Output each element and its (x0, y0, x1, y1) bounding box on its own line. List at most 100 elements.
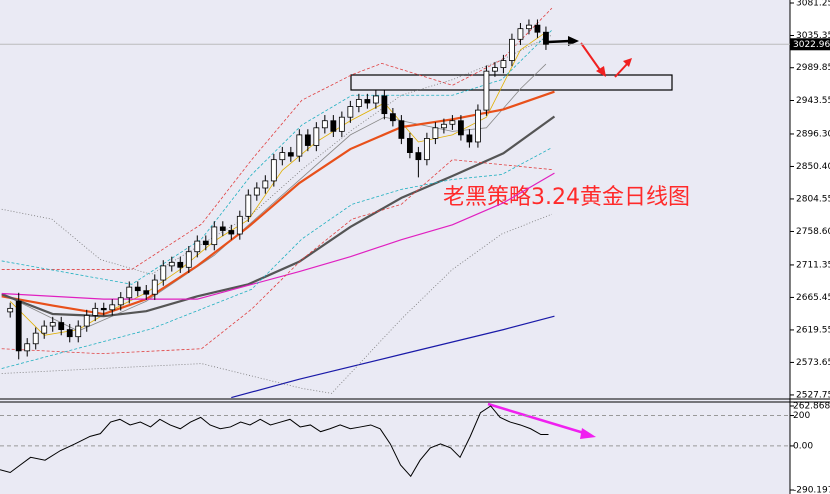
candle-body (338, 116, 345, 132)
candle-body (270, 159, 277, 182)
candle-body (32, 332, 39, 345)
candle-body (202, 240, 209, 246)
candle-body (177, 261, 184, 268)
y-tick-label: 2711.35 (796, 260, 830, 270)
candle-body (211, 226, 218, 246)
y-tick-label: 2665.45 (796, 293, 830, 303)
indicator-line (1, 213, 553, 394)
candle-body (75, 325, 82, 338)
candle-body (160, 265, 167, 281)
y-tick-label: 2758.60 (796, 227, 830, 237)
arrow (487, 402, 585, 435)
sub-y-tick-label: 262.8686 (793, 402, 830, 412)
arrow (580, 42, 601, 71)
candle-body (262, 180, 269, 189)
candle-body (406, 138, 413, 153)
candle-body (355, 99, 362, 107)
candle-body (330, 120, 337, 132)
plot-area (0, 7, 790, 399)
candle-body (458, 120, 464, 136)
indicator-line (1, 172, 555, 300)
y-tick-label: 2989.85 (796, 63, 830, 73)
candle-body (398, 120, 405, 139)
candle-body (66, 329, 73, 338)
candle-body (58, 322, 65, 331)
candle-body (440, 123, 447, 129)
candle-body (41, 325, 48, 334)
indicator-line (1, 34, 553, 275)
y-tick-label: 2896.30 (796, 129, 830, 139)
arrow-head (568, 36, 579, 46)
arrow-head (623, 58, 632, 67)
candle-body (236, 215, 243, 235)
candle-body (543, 31, 549, 45)
arrows (487, 36, 632, 439)
indicator-line (1, 159, 552, 355)
candle-body (143, 290, 150, 295)
candle-body (185, 251, 192, 268)
candle-body (7, 307, 14, 313)
sub-y-tick-label: 0.00 (793, 441, 813, 451)
candle-body (228, 230, 235, 235)
candle-body (296, 134, 303, 157)
candle-body (415, 152, 422, 161)
candle-body (194, 240, 201, 253)
y-tick-label: 2850.40 (796, 162, 830, 172)
candle-body (168, 261, 175, 267)
candle-body (83, 315, 90, 327)
arrow (547, 39, 571, 44)
candle-body (466, 134, 473, 143)
annotation: 老黑策略3.24黄金日线图 (443, 185, 690, 210)
candle-body (100, 307, 107, 311)
range-box (350, 74, 673, 91)
candle-body (492, 67, 498, 72)
candle-body (423, 138, 430, 161)
candle-body (321, 120, 328, 129)
candle-body (134, 286, 141, 292)
candle-body (534, 24, 541, 33)
candle-body (15, 300, 22, 352)
price-tag-label: 3022.96 (793, 40, 830, 50)
indicator-line (1, 29, 553, 285)
candle-body (245, 194, 252, 217)
candle-body (509, 38, 515, 61)
candle-body (117, 297, 124, 306)
indicator-line (1, 147, 553, 369)
candle-body (449, 120, 456, 125)
sub-y-tick-label: 200 (793, 411, 810, 421)
candle-body (151, 279, 158, 295)
candle-body (389, 113, 396, 122)
candle-body (517, 28, 524, 40)
candle-body (253, 187, 260, 196)
candle-body (304, 134, 311, 146)
candle-body (313, 127, 320, 146)
indicator-line (1, 7, 553, 270)
candle-body (483, 70, 490, 111)
y-tick-label: 3035.35 (796, 31, 830, 41)
candle-body (49, 322, 56, 327)
y-tick-label: 2527.75 (796, 390, 830, 400)
arrow-head (596, 66, 606, 77)
candle-body (279, 152, 286, 161)
arrow (614, 63, 628, 78)
candle-body (381, 95, 388, 115)
y-tick-label: 3081.25 (796, 0, 830, 9)
candle-body (24, 343, 31, 352)
price-tag (790, 38, 830, 51)
indicator-line (10, 63, 547, 332)
candle-body (92, 307, 99, 316)
candle-body (526, 24, 532, 30)
arrow-head (580, 428, 596, 439)
indicator-line (231, 315, 555, 399)
candle-body (500, 60, 507, 69)
y-tick-label: 2943.55 (796, 96, 830, 106)
candle-body (432, 127, 439, 139)
candle-body (126, 286, 133, 299)
plot-background (0, 0, 790, 494)
y-tick-label: 2619.55 (796, 325, 830, 335)
candle-body (372, 95, 379, 104)
y-tick-label: 2573.65 (796, 358, 830, 368)
candle-body (219, 226, 226, 231)
sub-y-tick-label: -290.197 (793, 486, 830, 494)
